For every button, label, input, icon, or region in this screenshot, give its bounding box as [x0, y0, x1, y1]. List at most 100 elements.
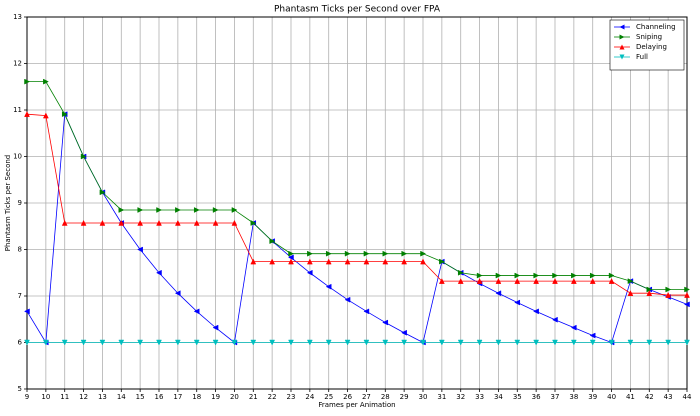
legend-marker [619, 24, 625, 30]
data-point [23, 308, 30, 315]
data-point [684, 339, 690, 346]
data-point [174, 219, 181, 226]
data-point [212, 339, 219, 346]
x-tick-label: 40 [607, 393, 616, 401]
data-point [193, 339, 200, 346]
data-point [250, 220, 257, 226]
data-point [608, 278, 615, 284]
x-tick-label: 10 [41, 393, 50, 401]
data-point [363, 339, 370, 346]
x-tick-label: 32 [456, 393, 465, 401]
data-point [533, 272, 540, 279]
data-point [43, 78, 49, 85]
legend-label: Sniping [636, 33, 662, 41]
data-point [325, 339, 332, 346]
data-point [307, 250, 313, 257]
data-point [476, 278, 483, 284]
data-point [570, 339, 577, 346]
data-point [118, 219, 125, 226]
data-point [137, 339, 144, 346]
legend-marker [619, 44, 625, 50]
data-point [325, 258, 332, 265]
data-point [420, 258, 426, 265]
series-line [27, 81, 687, 290]
data-point [212, 219, 219, 226]
x-axis-label: Frames per Animation [318, 401, 395, 409]
legend-marker [619, 34, 625, 40]
data-point [457, 269, 464, 276]
x-tick-label: 14 [117, 393, 126, 401]
data-point [80, 153, 87, 160]
data-point [533, 308, 539, 315]
data-point [457, 278, 464, 284]
data-point [608, 339, 615, 346]
data-point [495, 290, 502, 297]
data-point [570, 324, 577, 331]
data-point [363, 250, 370, 257]
data-point [514, 299, 521, 306]
data-point [401, 250, 408, 257]
data-point [533, 278, 540, 284]
x-tick-label: 36 [532, 393, 541, 401]
data-point [156, 339, 162, 346]
data-point [61, 111, 68, 118]
data-point [684, 292, 690, 298]
data-point [137, 219, 144, 226]
data-point [551, 316, 558, 323]
data-point [363, 308, 370, 315]
x-tick-label: 16 [155, 393, 164, 401]
data-point [684, 286, 691, 293]
data-point [99, 189, 106, 196]
data-point [325, 283, 332, 290]
y-tick-label: 7 [18, 292, 22, 300]
data-point [306, 269, 313, 276]
data-point [570, 278, 577, 284]
data-point [608, 272, 615, 279]
x-tick-label: 19 [211, 393, 220, 401]
data-point [250, 339, 257, 346]
data-point [589, 332, 596, 339]
data-point [61, 339, 68, 346]
data-point [514, 339, 521, 346]
x-tick-label: 31 [437, 393, 446, 401]
y-tick-label: 9 [18, 199, 22, 207]
data-point [552, 278, 558, 284]
data-point [665, 339, 672, 346]
data-point [288, 250, 295, 257]
data-point [382, 250, 389, 257]
data-point [589, 339, 596, 346]
data-point [420, 250, 427, 257]
x-tick-label: 18 [192, 393, 201, 401]
data-point [344, 339, 351, 346]
data-point [495, 272, 502, 279]
data-point [683, 301, 690, 308]
data-point [269, 339, 276, 346]
data-point [137, 207, 144, 213]
data-point [174, 290, 181, 297]
data-point [589, 272, 596, 279]
data-point [231, 207, 238, 213]
data-point [193, 219, 200, 226]
x-tick-label: 43 [664, 393, 673, 401]
data-point [438, 278, 445, 284]
x-tick-label: 34 [494, 393, 503, 401]
x-tick-label: 15 [136, 393, 145, 401]
y-tick-label: 8 [18, 246, 22, 254]
data-point [363, 258, 370, 265]
data-point [24, 78, 31, 85]
data-point [495, 278, 502, 284]
x-tick-label: 29 [400, 393, 409, 401]
y-tick-label: 10 [13, 153, 22, 161]
data-point [401, 329, 407, 336]
x-tick-label: 17 [173, 393, 182, 401]
data-point [514, 278, 521, 284]
data-point [382, 339, 389, 346]
data-point [382, 319, 389, 326]
x-tick-label: 39 [588, 393, 597, 401]
data-point [269, 258, 276, 265]
data-point [439, 258, 445, 265]
x-tick-label: 27 [362, 393, 371, 401]
series-line [26, 114, 688, 344]
